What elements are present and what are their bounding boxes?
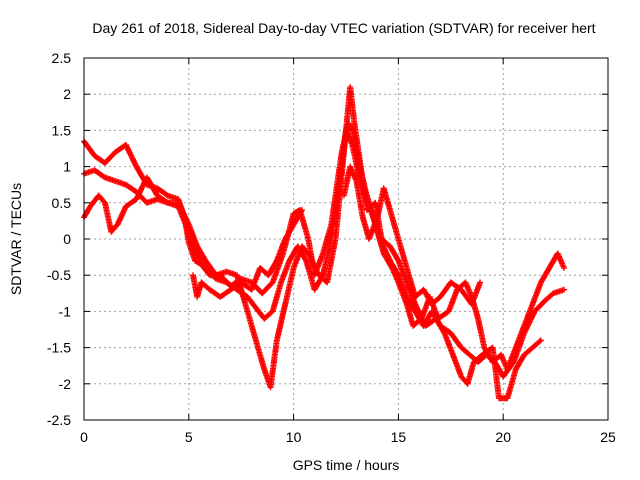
data-point-markers	[190, 207, 305, 300]
y-tick-label: -0.5	[47, 267, 71, 283]
y-tick-label: -1.5	[47, 340, 71, 356]
series-track-4	[190, 207, 305, 300]
x-tick-label: 0	[80, 429, 88, 445]
y-axis-label: SDTVAR / TECUs	[8, 183, 24, 295]
data-point-markers	[340, 163, 484, 308]
x-tick-label: 10	[286, 429, 302, 445]
x-tick-label: 25	[600, 429, 616, 445]
x-tick-label: 5	[185, 429, 193, 445]
series-track-5	[340, 163, 484, 308]
x-tick-label: 15	[391, 429, 407, 445]
y-tick-label: 2	[63, 86, 71, 102]
y-tick-label: -1	[59, 303, 72, 319]
y-tick-label: -2.5	[47, 412, 71, 428]
y-tick-label: 0.5	[52, 195, 72, 211]
chart-title: Day 261 of 2018, Sidereal Day-to-day VTE…	[92, 20, 595, 36]
y-tick-label: 0	[63, 231, 71, 247]
data-marks	[81, 84, 567, 402]
y-tick-label: 1	[63, 159, 71, 175]
y-tick-label: 2.5	[52, 50, 72, 66]
y-tick-label: 1.5	[52, 122, 72, 138]
x-tick-label: 20	[495, 429, 511, 445]
x-tick-labels: 0 5 10 15 20 25	[80, 429, 616, 445]
plot-frame	[83, 57, 609, 421]
y-tick-label: -2	[59, 376, 72, 392]
y-tick-labels: 2.5 2 1.5 1 0.5 0 -0.5 -1 -1.5 -2 -2.5	[47, 50, 71, 428]
x-axis-label: GPS time / hours	[293, 457, 400, 473]
grid-lines	[83, 57, 609, 421]
